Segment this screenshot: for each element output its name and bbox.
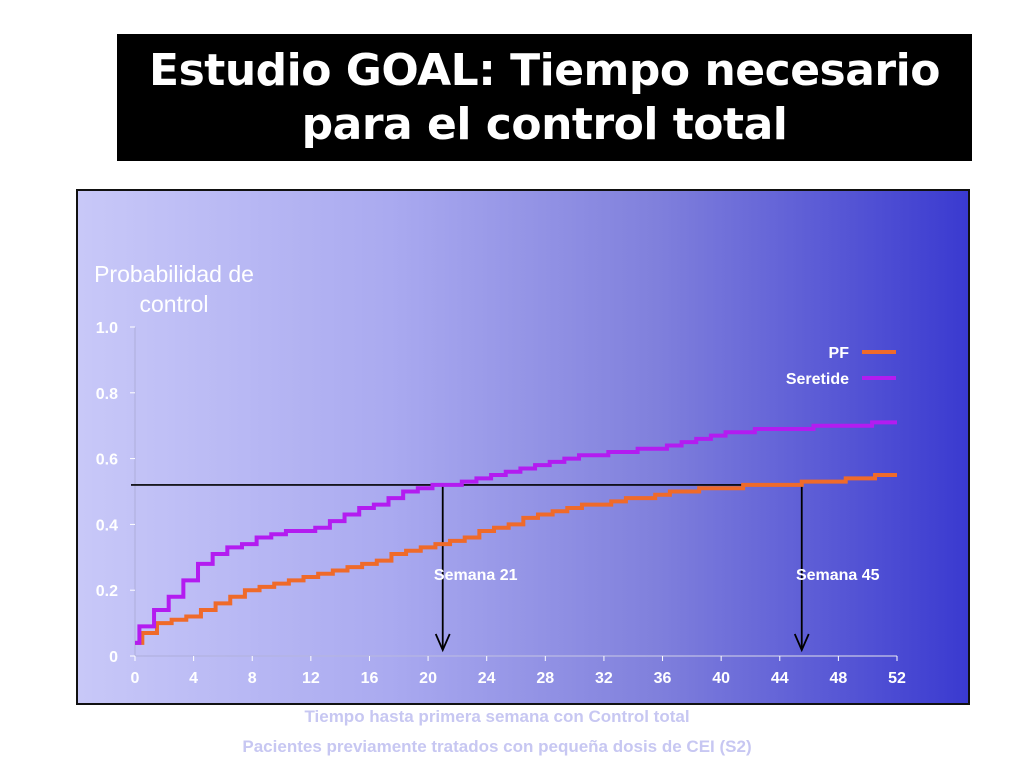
- series-line-pf: [135, 473, 897, 645]
- y-tick-label: 0.2: [96, 583, 118, 600]
- title-line-2: para el control total: [301, 98, 788, 150]
- x-tick-label: 12: [302, 670, 320, 687]
- y-tick-label: 0.4: [96, 517, 118, 534]
- y-tick-label: 0.8: [96, 386, 118, 403]
- x-tick-label: 28: [536, 670, 554, 687]
- x-tick-label: 0: [131, 670, 140, 687]
- x-tick-label: 16: [361, 670, 379, 687]
- footnote-2: Pacientes previamente tratados con peque…: [242, 737, 752, 756]
- x-tick-label: 52: [888, 670, 906, 687]
- y-tick-label: 0: [109, 649, 118, 666]
- y-axis-title-line-2: control: [139, 291, 208, 317]
- y-tick-label: 0.6: [96, 452, 118, 469]
- y-axis-title-line-1: Probabilidad de: [94, 261, 254, 287]
- x-tick-label: 24: [478, 670, 496, 687]
- title-line-1: Estudio GOAL: Tiempo necesario: [149, 44, 940, 96]
- series-line-seretide: [135, 420, 897, 645]
- reference-arrow-head: [434, 633, 451, 653]
- legend-label: PF: [829, 345, 850, 362]
- reference-arrow-head: [793, 633, 810, 653]
- x-tick-label: 8: [248, 670, 257, 687]
- x-tick-label: 40: [712, 670, 730, 687]
- y-tick-label: 1.0: [96, 320, 118, 337]
- reference-label: Semana 21: [434, 567, 518, 584]
- x-tick-label: 20: [419, 670, 437, 687]
- legend-label: Seretide: [786, 371, 849, 388]
- x-tick-label: 48: [829, 670, 847, 687]
- chart-panel: [76, 189, 970, 705]
- slide-title: Estudio GOAL: Tiempo necesario para el c…: [117, 34, 972, 161]
- x-tick-label: 44: [771, 670, 789, 687]
- footnote-1: Tiempo hasta primera semana con Control …: [304, 707, 690, 726]
- x-tick-label: 4: [189, 670, 198, 687]
- reference-label: Semana 45: [796, 567, 880, 584]
- x-tick-label: 36: [654, 670, 672, 687]
- x-tick-label: 32: [595, 670, 613, 687]
